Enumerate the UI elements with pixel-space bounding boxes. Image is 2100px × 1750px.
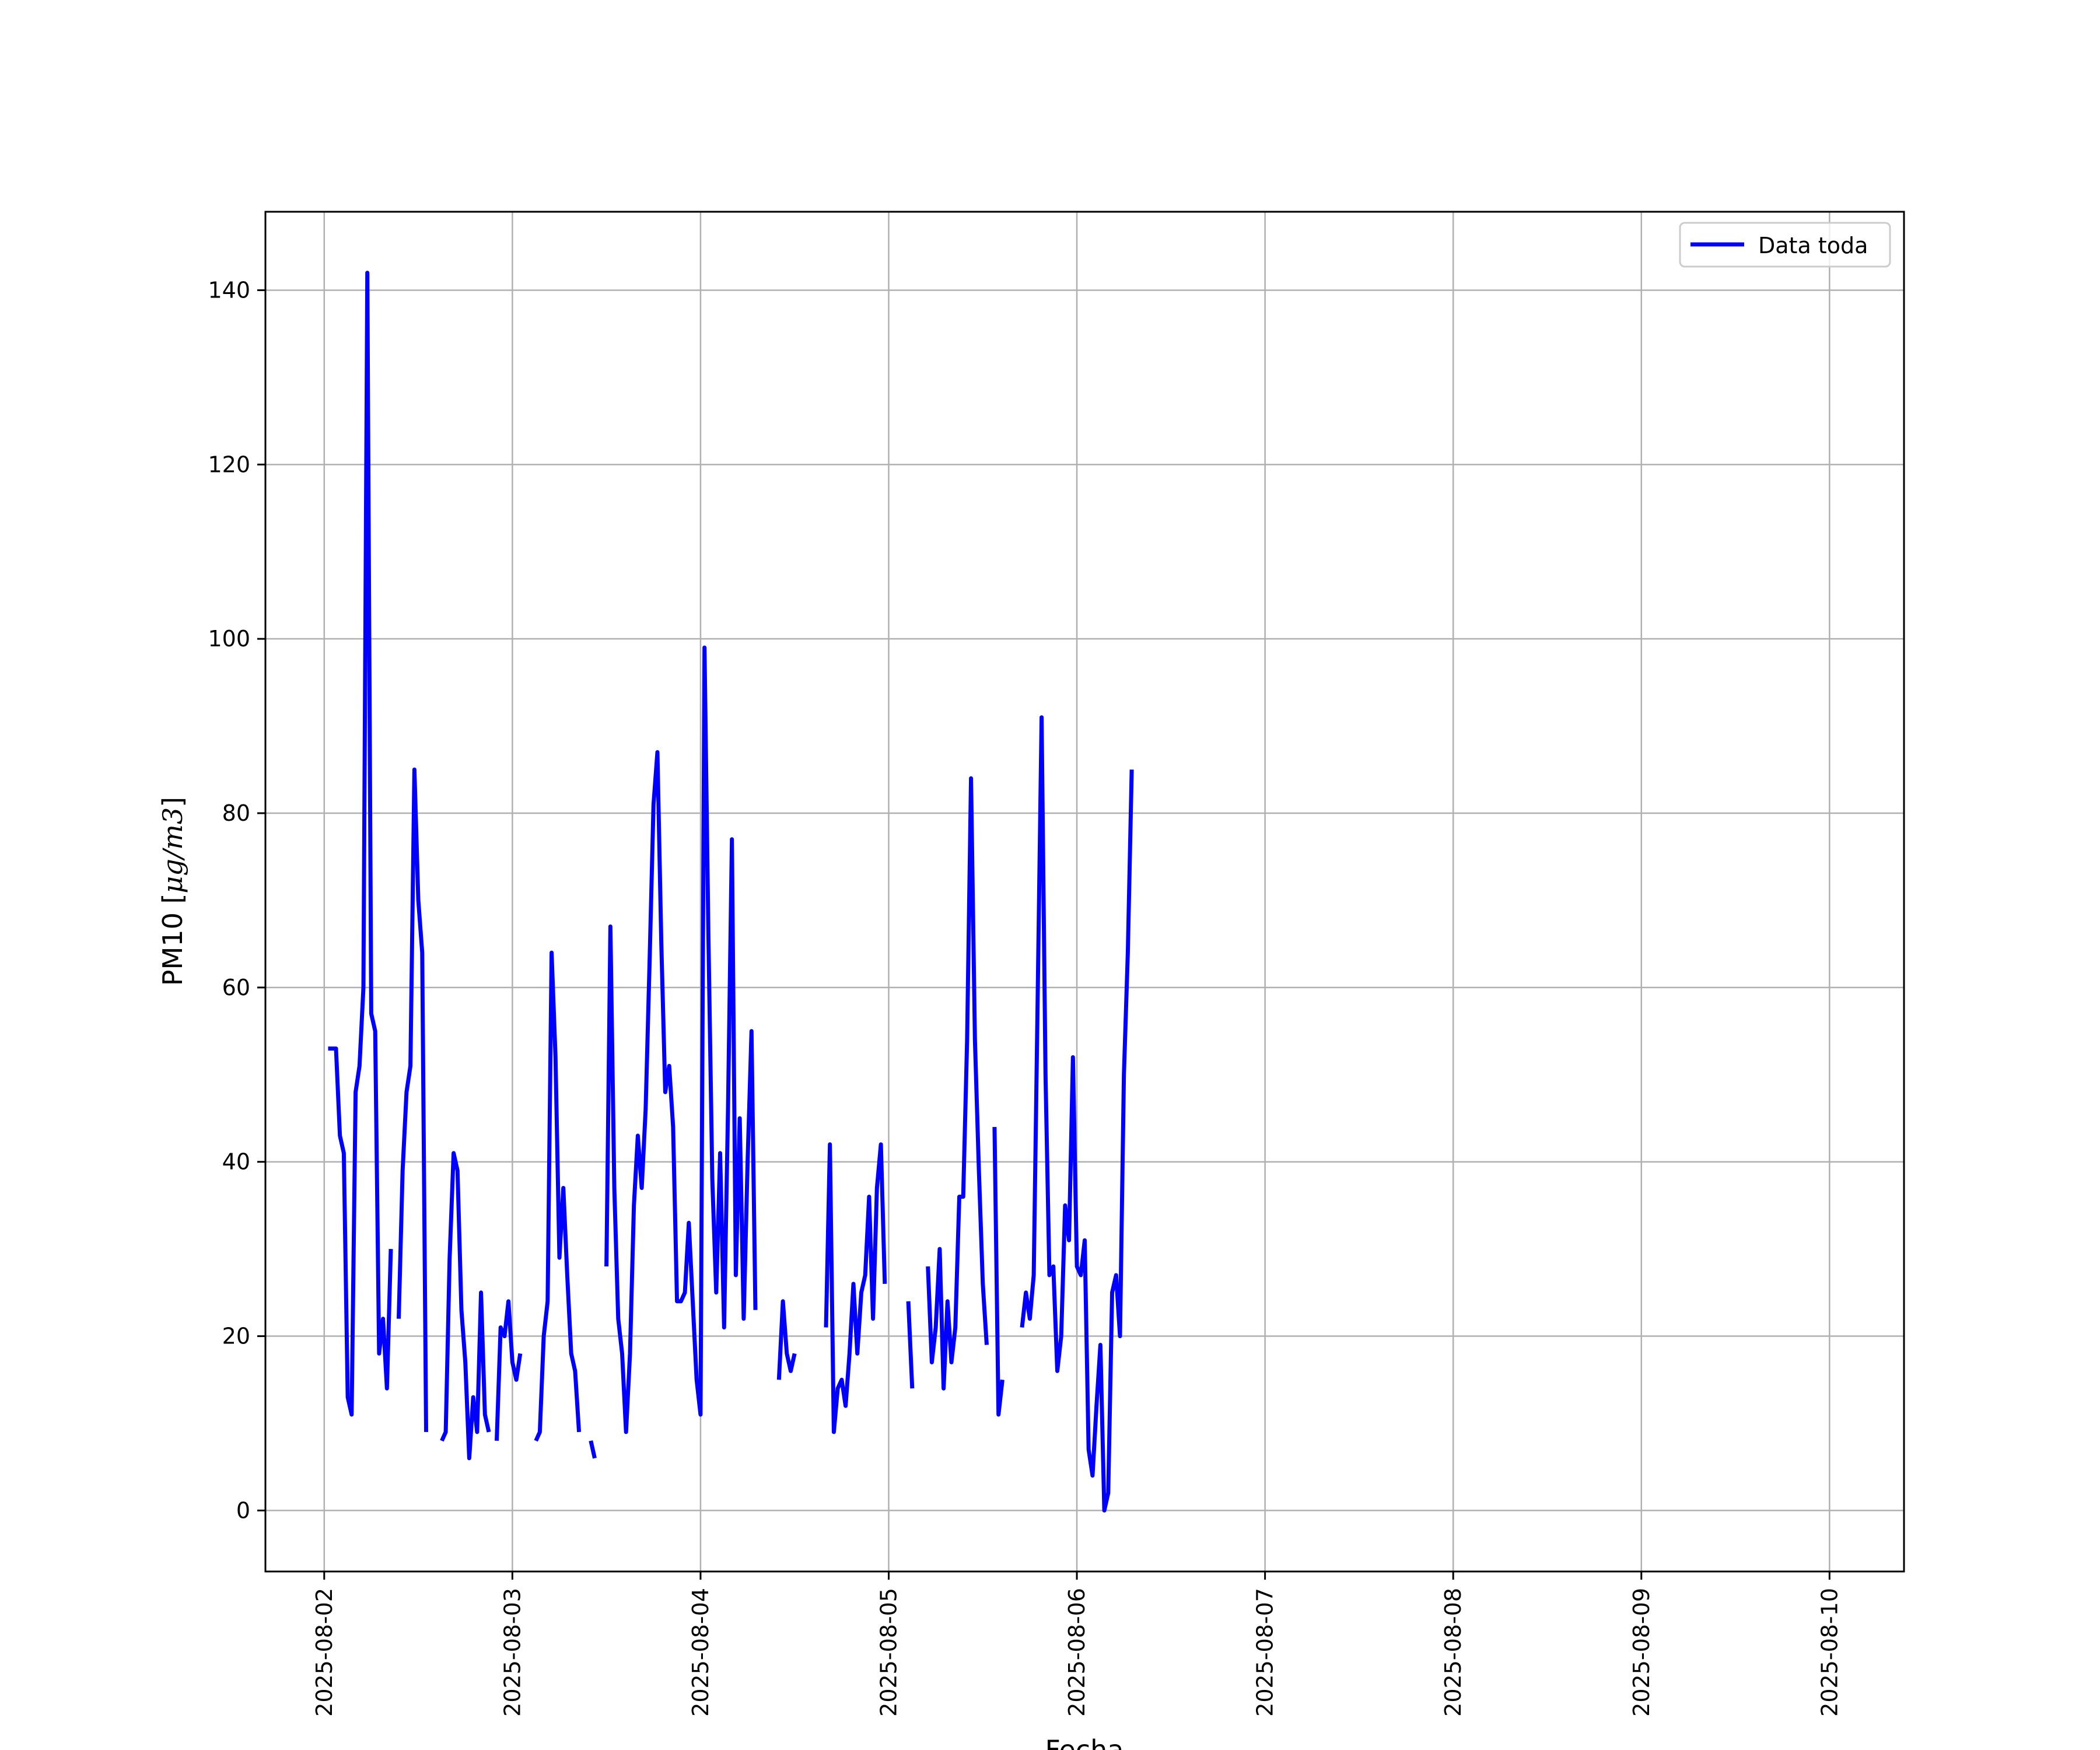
series-line-segment: [534, 950, 582, 1442]
x-tick-label: 2025-08-06: [1064, 1588, 1090, 1717]
y-axis-ticks: 0 20 40 60 80 100 120 140: [208, 277, 265, 1523]
x-tick-label: 2025-08-09: [1629, 1588, 1654, 1717]
x-tick-label: 2025-08-03: [499, 1588, 525, 1717]
y-tick-label: 0: [236, 1497, 250, 1523]
y-axis-label-suffix: ]: [157, 797, 188, 807]
series-line-segment: [992, 1126, 1005, 1417]
series-line-segment: [397, 767, 428, 1432]
legend-label-data-toda: Data toda: [1758, 233, 1868, 258]
series-line-segment: [440, 1151, 491, 1461]
plot-frame: [264, 211, 1905, 1573]
x-tick-label: 2025-08-08: [1440, 1588, 1466, 1717]
series-line-segment: [824, 1142, 887, 1434]
y-tick-label: 20: [222, 1324, 250, 1349]
y-axis-label-prefix: PM10 [: [157, 894, 188, 986]
series-line-segment: [328, 271, 393, 1417]
y-tick-label: 140: [208, 277, 250, 303]
series-line-segment: [776, 1299, 797, 1380]
series-line-segment: [1020, 715, 1134, 1513]
y-tick-label: 80: [222, 800, 250, 826]
y-tick-label: 60: [222, 975, 250, 1000]
series-line-segment: [926, 776, 989, 1391]
x-axis-ticks: 2025-08-02 2025-08-03 2025-08-04 2025-08-05…: [312, 1572, 1842, 1717]
series-line-segment: [906, 1301, 915, 1389]
x-tick-label: 2025-08-04: [688, 1588, 713, 1717]
x-axis-label: Fecha: [1045, 1734, 1124, 1750]
x-tick-label: 2025-08-07: [1252, 1588, 1278, 1717]
legend-box: [1679, 222, 1891, 268]
series-line-segment: [589, 1440, 597, 1459]
x-tick-label: 2025-08-05: [876, 1588, 901, 1717]
y-tick-label: 100: [208, 626, 250, 652]
y-axis-label: PM10 [μg/m3]: [157, 797, 188, 986]
y-tick-label: 40: [222, 1149, 250, 1175]
series-layer: [328, 271, 1134, 1513]
x-tick-label: 2025-08-10: [1817, 1588, 1842, 1717]
legend: Data toda: [1679, 222, 1891, 268]
y-axis-label-unit: μg/m3: [157, 807, 188, 894]
x-tick-label: 2025-08-02: [312, 1588, 337, 1717]
grid-layer: [265, 212, 1904, 1572]
y-tick-label: 120: [208, 452, 250, 477]
series-line-segment: [495, 1299, 523, 1441]
series-line-segment: [604, 645, 758, 1434]
